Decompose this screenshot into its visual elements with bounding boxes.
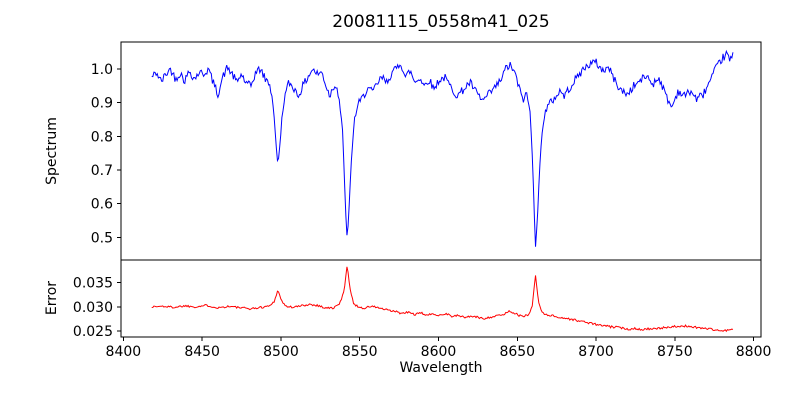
y-tick-label: 0.6 [91, 197, 113, 213]
error-line [151, 266, 734, 333]
x-tick-label: 8550 [342, 344, 378, 360]
y-tick-label: 0.8 [91, 129, 113, 145]
y-tick-label: 1.0 [91, 62, 113, 78]
wavelength-axis-label: Wavelength [399, 360, 483, 376]
spectrum-axes-box [120, 41, 762, 261]
spectrum-line [151, 49, 734, 247]
x-tick-label: 8600 [421, 344, 457, 360]
y-tick-label: 0.025 [73, 324, 113, 340]
y-tick-label: 0.030 [73, 300, 113, 316]
x-tick-label: 8700 [578, 344, 614, 360]
y-tick-label: 0.7 [91, 163, 113, 179]
x-tick-label: 8500 [263, 344, 299, 360]
y-tick-label: 0.5 [91, 230, 113, 246]
x-tick-label: 8650 [499, 344, 535, 360]
y-tick-label: 0.9 [91, 96, 113, 112]
plot-title: 20081115_0558m41_025 [332, 12, 550, 32]
x-tick-label: 8450 [184, 344, 220, 360]
x-tick-label: 8800 [736, 344, 772, 360]
y-tick-label: 0.035 [73, 275, 113, 291]
x-tick-label: 8750 [657, 344, 693, 360]
x-tick-label: 8400 [106, 344, 142, 360]
error-axes-box [120, 259, 762, 338]
